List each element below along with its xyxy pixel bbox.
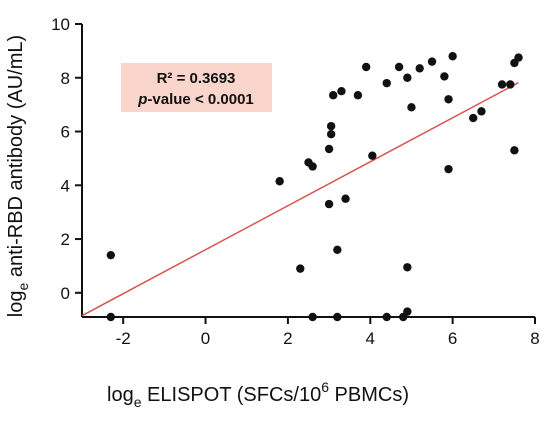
data-point bbox=[368, 151, 377, 160]
data-point bbox=[106, 250, 116, 260]
data-point bbox=[324, 144, 334, 154]
p-value-label: p-value < 0.0001 bbox=[137, 91, 254, 108]
regression-line bbox=[81, 81, 519, 317]
data-point bbox=[308, 312, 317, 322]
data-point bbox=[514, 53, 523, 62]
data-point bbox=[403, 307, 412, 316]
data-point bbox=[106, 312, 116, 322]
data-point bbox=[333, 312, 342, 322]
data-point bbox=[448, 52, 457, 61]
data-point bbox=[382, 78, 391, 88]
data-point bbox=[326, 121, 336, 131]
y-tick-label: 0 bbox=[61, 284, 70, 303]
data-point bbox=[324, 199, 334, 209]
data-point bbox=[407, 103, 416, 112]
data-point bbox=[333, 245, 342, 254]
y-ticks: 0 2 4 6 8 10 bbox=[51, 15, 82, 303]
data-point bbox=[337, 87, 346, 96]
p-value-italic: p bbox=[137, 91, 147, 108]
data-point bbox=[497, 80, 507, 89]
y-axis-title-base: log bbox=[5, 290, 27, 317]
x-tick-label: 4 bbox=[366, 329, 375, 348]
y-axis-title-main: anti-RBD antibody (AU/mL) bbox=[5, 35, 27, 283]
y-tick-label: 4 bbox=[61, 176, 70, 195]
data-point bbox=[510, 146, 519, 155]
x-axis-title-tail: PBMCs) bbox=[329, 384, 409, 406]
x-tick-label: 2 bbox=[283, 329, 292, 348]
x-ticks: -2 0 2 4 6 8 bbox=[116, 317, 540, 348]
data-points bbox=[106, 52, 523, 322]
data-point bbox=[469, 113, 478, 123]
data-point bbox=[361, 62, 371, 72]
x-axis-title: loge ELISPOT (SFCs/106 PBMCs) bbox=[107, 379, 409, 410]
data-point bbox=[403, 263, 412, 272]
data-point bbox=[403, 73, 412, 82]
y-tick-label: 6 bbox=[61, 123, 70, 142]
y-axis-title: loge anti-RBD antibody (AU/mL) bbox=[5, 35, 31, 317]
data-point bbox=[506, 80, 515, 89]
stats-annotation: R² = 0.3693 p-value < 0.0001 bbox=[121, 63, 272, 112]
x-tick-label: 6 bbox=[448, 329, 457, 348]
data-point bbox=[296, 264, 305, 273]
data-point bbox=[394, 62, 404, 72]
data-point bbox=[427, 57, 437, 66]
x-axis-title-sup: 6 bbox=[321, 379, 329, 395]
x-axis-title-base: log bbox=[107, 384, 134, 406]
y-tick-label: 10 bbox=[51, 15, 70, 34]
x-axis-title-main: ELISPOT (SFCs/10 bbox=[142, 384, 322, 406]
stats-box bbox=[121, 63, 272, 112]
data-point bbox=[444, 95, 453, 104]
y-tick-label: 2 bbox=[61, 230, 70, 249]
data-point bbox=[341, 194, 350, 203]
data-point bbox=[326, 130, 336, 139]
data-point bbox=[477, 107, 486, 116]
x-tick-label: 0 bbox=[201, 329, 210, 348]
x-axis-title-sub: e bbox=[134, 394, 142, 410]
data-point bbox=[382, 312, 391, 322]
x-tick-label: -2 bbox=[116, 329, 131, 348]
data-point bbox=[353, 91, 363, 100]
data-point bbox=[444, 164, 453, 174]
y-tick-label: 8 bbox=[61, 69, 70, 88]
x-tick-label: 8 bbox=[530, 329, 539, 348]
data-point bbox=[308, 162, 317, 171]
y-axis-title-sub: e bbox=[15, 282, 31, 290]
data-point bbox=[275, 177, 284, 186]
data-point bbox=[440, 72, 449, 81]
data-point bbox=[329, 91, 338, 100]
data-point bbox=[415, 64, 424, 73]
r-squared-label: R² = 0.3693 bbox=[157, 70, 236, 87]
p-value-rest: -value < 0.0001 bbox=[147, 91, 253, 108]
